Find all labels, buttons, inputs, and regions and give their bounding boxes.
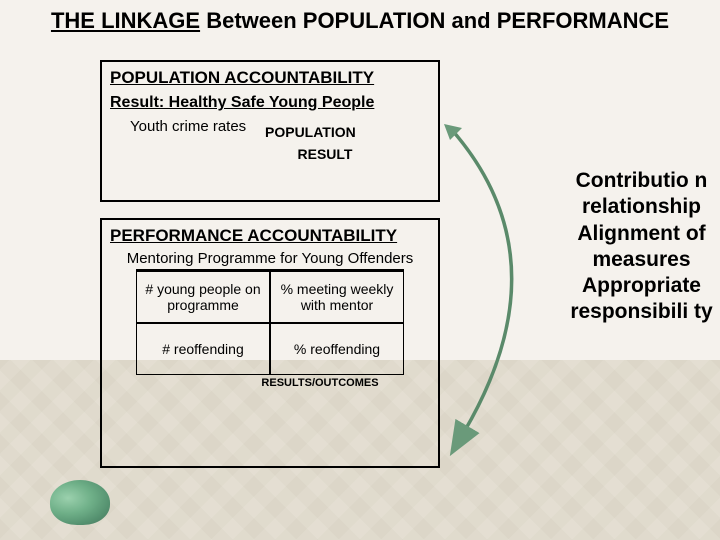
population-side-label: POPULATION <box>265 118 356 140</box>
performance-heading: PERFORMANCE ACCOUNTABILITY <box>110 226 430 246</box>
performance-box: PERFORMANCE ACCOUNTABILITY Mentoring Pro… <box>100 218 440 468</box>
programme-title: Mentoring Programme for Young Offenders <box>110 250 430 267</box>
population-box: POPULATION ACCOUNTABILITY Result: Health… <box>100 60 440 202</box>
measure-cell-r1c1: # young people on programme <box>136 271 270 323</box>
measure-cell-r2c2: % reoffending <box>270 323 404 375</box>
measures-table: # young people on programme % meeting we… <box>136 269 404 375</box>
measure-cell-r2c1: # reoffending <box>136 323 270 375</box>
population-heading: POPULATION ACCOUNTABILITY <box>110 68 430 88</box>
shell-decoration <box>50 480 110 525</box>
indicator-text: Youth crime rates <box>110 118 265 140</box>
result-line: Result: Healthy Safe Young People <box>110 94 430 112</box>
linkage-arrow <box>430 120 590 460</box>
measure-cell-r1c2: % meeting weekly with mentor <box>270 271 404 323</box>
title-rest: Between POPULATION and PERFORMANCE <box>200 8 669 33</box>
slide-title: THE LINKAGE Between POPULATION and PERFO… <box>0 0 720 34</box>
outcomes-label: RESULTS/OUTCOMES <box>110 377 430 389</box>
title-underlined: THE LINKAGE <box>51 8 200 33</box>
right-summary-text: Contributio n relationship Alignment of … <box>569 168 714 326</box>
indicator-row: Youth crime rates POPULATION <box>110 118 430 140</box>
left-column: POPULATION ACCOUNTABILITY Result: Health… <box>100 60 440 468</box>
result-label: RESULT <box>110 146 430 162</box>
